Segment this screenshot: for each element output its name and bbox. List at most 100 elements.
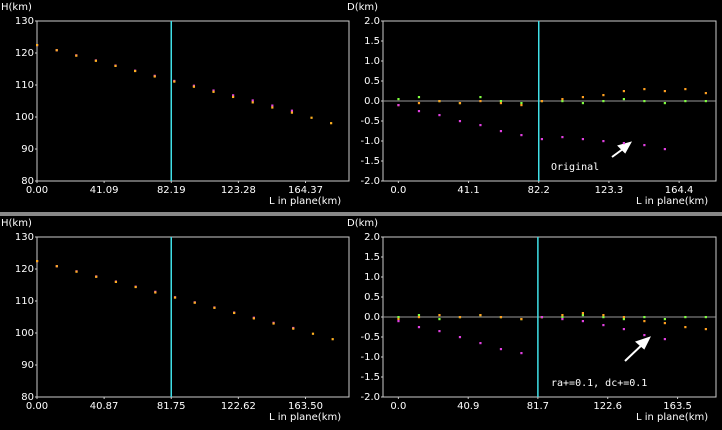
y-tick-label: 90	[21, 360, 34, 371]
point	[540, 100, 544, 103]
point	[499, 102, 503, 105]
y-tick-label: 80	[21, 176, 34, 187]
point	[331, 338, 334, 341]
point	[499, 130, 503, 133]
point	[438, 100, 441, 103]
x-tick-label: 164.37	[288, 185, 323, 196]
x-tick-label: 164.4	[665, 185, 694, 196]
arrow-head	[617, 141, 633, 154]
y-tick-label: -1.0	[360, 136, 380, 147]
y-tick-label: 1.5	[364, 36, 380, 47]
x-tick-label: 0.0	[390, 401, 406, 412]
point	[622, 318, 625, 321]
point	[36, 260, 39, 263]
point	[193, 301, 196, 304]
y-tick-label: 100	[15, 328, 34, 339]
point	[55, 265, 58, 268]
point	[684, 316, 687, 319]
point	[602, 100, 605, 103]
point	[520, 318, 523, 321]
point	[622, 142, 625, 145]
point	[114, 280, 118, 283]
x-tick-label: 0.00	[26, 185, 48, 196]
x-tick-label: 163.50	[288, 401, 323, 412]
point	[520, 104, 523, 107]
y-tick-label: 80	[21, 392, 34, 403]
point	[643, 320, 646, 323]
point	[458, 336, 462, 339]
y-axis-label: D(km)	[347, 218, 378, 229]
y-tick-label: -1.5	[360, 372, 380, 383]
point	[251, 101, 254, 104]
y-axis-label: H(km)	[1, 218, 32, 229]
point	[75, 270, 78, 273]
point	[438, 330, 441, 333]
point	[479, 96, 482, 99]
point	[397, 104, 400, 107]
point	[704, 328, 707, 331]
point	[622, 328, 625, 331]
point	[684, 100, 687, 103]
point	[581, 320, 584, 323]
point	[397, 320, 400, 323]
point	[581, 138, 584, 141]
y-tick-label: -1.5	[360, 156, 380, 167]
point	[232, 94, 235, 97]
point	[684, 326, 687, 329]
x-tick-label: 82.19	[157, 185, 186, 196]
y-tick-label: 0.0	[364, 312, 380, 323]
x-tick-label: 82.2	[528, 185, 550, 196]
point	[479, 100, 482, 103]
point	[153, 75, 156, 78]
annotation: ra+=0.1, dc+=0.1	[551, 378, 647, 389]
point	[290, 109, 294, 112]
point	[499, 348, 503, 351]
point	[704, 100, 707, 103]
point	[663, 338, 666, 341]
point	[458, 102, 462, 105]
point	[417, 102, 421, 105]
x-tick-label: 41.09	[90, 185, 119, 196]
point	[458, 316, 462, 319]
point	[602, 316, 605, 319]
point	[438, 114, 441, 117]
point	[417, 326, 421, 329]
x-axis-label: L in plane(km)	[269, 412, 341, 423]
point	[540, 316, 544, 319]
point	[36, 44, 39, 47]
point	[232, 95, 235, 99]
point	[561, 314, 564, 317]
point	[602, 140, 605, 143]
point	[540, 138, 544, 141]
separator	[0, 212, 722, 216]
point	[154, 291, 157, 294]
point	[94, 59, 98, 62]
plot-frame	[36, 236, 350, 398]
point	[134, 69, 137, 73]
arrows	[611, 141, 651, 362]
x-tick-label: 163.5	[663, 401, 692, 412]
point	[252, 317, 255, 320]
x-tick-label: 123.28	[221, 185, 256, 196]
point	[479, 124, 482, 127]
point	[561, 318, 564, 321]
point	[684, 88, 687, 91]
point	[561, 100, 564, 103]
point	[561, 98, 564, 101]
x-tick-label: 123.3	[595, 185, 624, 196]
y-tick-label: -2.0	[360, 392, 380, 403]
point	[233, 311, 236, 315]
y-tick-label: 1.0	[364, 272, 380, 283]
y-tick-label: 0.5	[364, 292, 380, 303]
point	[55, 49, 58, 52]
point	[643, 100, 646, 103]
y-tick-label: 120	[15, 264, 34, 275]
point	[581, 96, 584, 99]
point	[330, 122, 333, 125]
point	[290, 111, 294, 114]
point	[134, 285, 137, 289]
y-tick-label: 2.0	[364, 16, 380, 27]
annotation: Original	[551, 162, 599, 173]
point	[173, 80, 176, 83]
